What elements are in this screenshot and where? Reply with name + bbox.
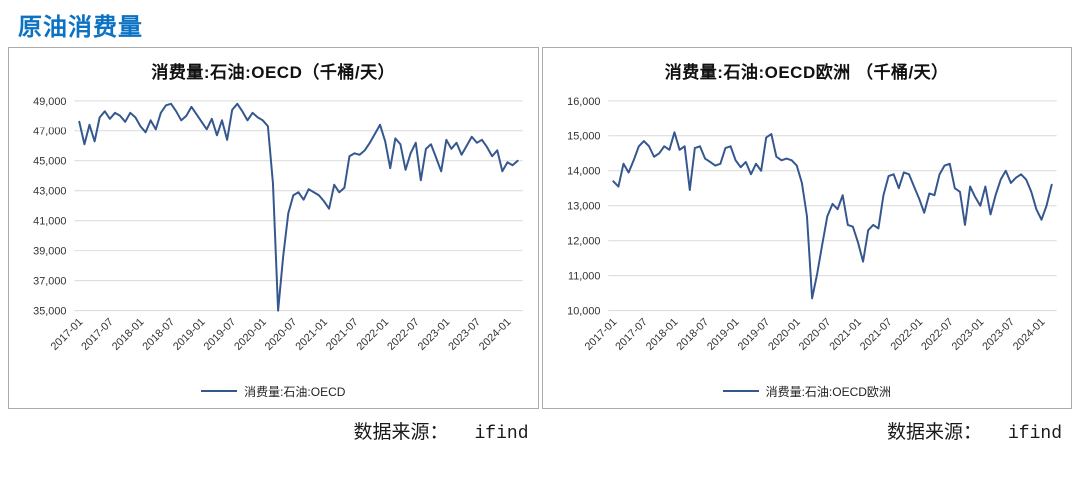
y-tick-label: 16,000 — [567, 96, 600, 108]
x-tick-label: 2021-01 — [827, 316, 864, 353]
charts-row: 消费量:石油:OECD（千桶/天） 35,000 37,000 39,000 41,0… — [0, 47, 1080, 444]
x-tick-label: 2022-07 — [385, 316, 422, 353]
oecd-chart-title: 消费量:石油:OECD（千桶/天） — [151, 63, 396, 82]
source-name: ifind — [474, 423, 529, 444]
oecd-legend-label: 消费量:石油:OECD — [244, 384, 346, 399]
x-tick-label: 2018-01 — [110, 316, 147, 353]
source-name: ifind — [1007, 423, 1062, 444]
x-tick-label: 2024-01 — [477, 316, 514, 353]
oecd-europe-source-line: 数据来源： ifind — [542, 409, 1073, 444]
x-tick-label: 2020-07 — [263, 316, 300, 353]
oecd-europe-legend-label: 消费量:石油:OECD欧洲 — [765, 384, 891, 399]
y-tick-label: 41,000 — [33, 216, 66, 228]
y-tick-label: 14,000 — [567, 166, 600, 178]
x-tick-label: 2017-07 — [79, 316, 116, 353]
y-tick-label: 35,000 — [33, 306, 66, 318]
oecd-line-chart: 35,000 37,000 39,000 41,000 43,000 45,000 47,0… — [33, 96, 523, 353]
oecd-legend: 消费量:石油:OECD — [11, 382, 536, 406]
x-tick-label: 2020-01 — [232, 316, 269, 353]
x-tick-label: 2022-01 — [888, 316, 925, 353]
x-tick-label: 2021-01 — [293, 316, 330, 353]
y-tick-label: 10,000 — [567, 306, 600, 318]
x-tick-label: 2021-07 — [324, 316, 361, 353]
y-tick-label: 13,000 — [567, 201, 600, 213]
chart-panel-oecd: 消费量:石油:OECD（千桶/天） 35,000 37,000 39,000 41,0… — [8, 47, 539, 444]
legend-line-swatch — [201, 390, 238, 393]
x-tick-label: 2017-07 — [613, 316, 650, 353]
source-label: 数据来源： — [886, 421, 982, 443]
chart-line — [78, 102, 519, 312]
oecd-europe-chart-title: 消费量:石油:OECD欧洲 （千桶/天） — [664, 63, 949, 82]
x-tick-label: 2022-01 — [355, 316, 392, 353]
x-tick-label: 2019-07 — [202, 316, 239, 353]
x-tick-label: 2017-01 — [49, 316, 86, 353]
y-tick-label: 39,000 — [33, 246, 66, 258]
x-tick-label: 2023-01 — [416, 316, 453, 353]
chart-panel-oecd-europe: 消费量:石油:OECD欧洲 （千桶/天） 10,000 11,000 12,000 1… — [541, 47, 1073, 444]
x-tick-label: 2020-07 — [796, 316, 833, 353]
y-tick-label: 11,000 — [567, 271, 599, 283]
x-tick-label: 2018-07 — [674, 316, 711, 353]
y-tick-label: 12,000 — [567, 236, 600, 248]
x-tick-label: 2019-07 — [735, 316, 772, 353]
chart-line — [611, 131, 1053, 300]
y-tick-label: 47,000 — [33, 126, 66, 138]
y-tick-label: 45,000 — [33, 156, 66, 168]
x-tick-label: 2019-01 — [704, 316, 741, 353]
x-tick-label: 2023-07 — [446, 316, 483, 353]
y-tick-label: 15,000 — [567, 131, 600, 143]
x-tick-label: 2020-01 — [766, 316, 803, 353]
y-tick-label: 49,000 — [33, 96, 66, 108]
x-tick-label: 2024-01 — [1010, 316, 1047, 353]
y-tick-label: 43,000 — [33, 186, 66, 198]
source-label: 数据来源： — [353, 421, 449, 443]
y-tick-label: 37,000 — [33, 276, 66, 288]
x-tick-label: 2021-07 — [857, 316, 894, 353]
x-tick-label: 2023-01 — [949, 316, 986, 353]
oecd-europe-chart-card: 消费量:石油:OECD欧洲 （千桶/天） 10,000 11,000 12,000 1… — [541, 47, 1072, 409]
x-tick-label: 2018-07 — [140, 316, 177, 353]
x-tick-label: 2023-07 — [980, 316, 1017, 353]
legend-line-swatch — [722, 390, 759, 393]
x-tick-label: 2022-07 — [919, 316, 956, 353]
page-title: 原油消费量 — [18, 14, 143, 41]
x-tick-label: 2019-01 — [171, 316, 208, 353]
x-tick-label: 2017-01 — [582, 316, 619, 353]
oecd-europe-legend: 消费量:石油:OECD欧洲 — [545, 382, 1070, 406]
oecd-chart-card: 消费量:石油:OECD（千桶/天） 35,000 37,000 39,000 41,0… — [8, 47, 539, 409]
oecd-source-line: 数据来源： ifind — [8, 409, 539, 444]
x-tick-label: 2018-01 — [643, 316, 680, 353]
oecd-europe-line-chart: 10,000 11,000 12,000 13,000 14,000 15,000 16,0… — [567, 96, 1057, 353]
